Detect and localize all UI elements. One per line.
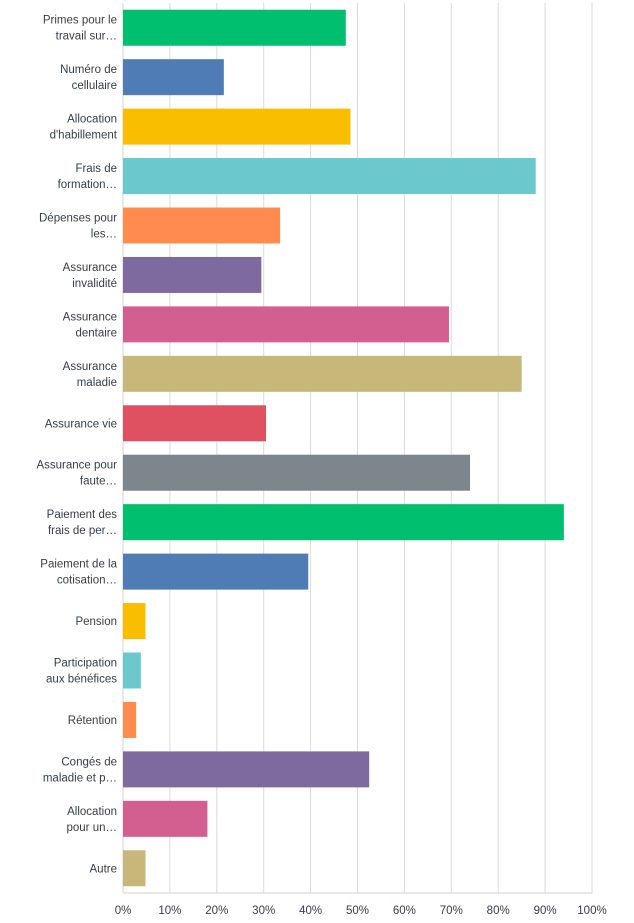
bar bbox=[123, 603, 146, 640]
category-label: Congés de maladie et p… bbox=[43, 756, 117, 784]
category-label: Pension bbox=[75, 616, 117, 628]
bar bbox=[123, 652, 141, 689]
category-label: Assurance invalidité bbox=[63, 262, 117, 290]
category-label: Frais de formation… bbox=[58, 163, 117, 191]
category-label: Primes pour le travail sur… bbox=[43, 15, 117, 43]
bar bbox=[123, 108, 351, 145]
category-label: Assurance vie bbox=[45, 418, 117, 430]
x-tick-label: 50% bbox=[346, 905, 369, 917]
bar bbox=[123, 405, 267, 442]
bar bbox=[123, 850, 146, 887]
x-tick-label: 30% bbox=[252, 905, 275, 917]
x-tick-label: 80% bbox=[487, 905, 510, 917]
category-label: Allocation pour un… bbox=[66, 806, 117, 834]
bar bbox=[123, 800, 208, 837]
bar bbox=[123, 454, 471, 491]
x-tick-label: 100% bbox=[577, 905, 606, 917]
x-tick-label: 20% bbox=[205, 905, 228, 917]
category-labels: Primes pour le travail sur… Numéro de cellu… bbox=[36, 15, 117, 876]
bar bbox=[123, 751, 370, 788]
category-label: Allocation d'habillement bbox=[50, 114, 118, 142]
category-label: Assurance pour faute… bbox=[36, 460, 117, 488]
bar bbox=[123, 701, 137, 738]
bar bbox=[123, 256, 262, 293]
category-label: Participation aux bénéfices bbox=[46, 658, 117, 686]
bars bbox=[123, 9, 564, 887]
bar bbox=[123, 9, 346, 46]
bar bbox=[123, 59, 224, 96]
bar bbox=[123, 504, 564, 541]
category-label: Rétention bbox=[68, 715, 117, 727]
category-label: Dépenses pour les… bbox=[39, 213, 117, 241]
bar bbox=[123, 207, 281, 244]
gridlines bbox=[122, 3, 593, 894]
category-label: Assurance maladie bbox=[63, 361, 117, 389]
x-tick-label: 40% bbox=[299, 905, 322, 917]
category-label: Paiement des frais de per… bbox=[47, 509, 118, 537]
x-tick-label: 90% bbox=[534, 905, 557, 917]
category-label: Numéro de cellulaire bbox=[60, 64, 117, 92]
x-tick-label: 0% bbox=[115, 905, 132, 917]
bar bbox=[123, 158, 536, 195]
x-axis-ticks: 0% 10% 20% 30% 40% 50% 60% 70% 80% 90% 100% bbox=[115, 905, 607, 917]
bar bbox=[123, 355, 522, 392]
x-tick-label: 10% bbox=[158, 905, 181, 917]
category-label: Paiement de la cotisation… bbox=[40, 559, 117, 587]
bar bbox=[123, 306, 449, 343]
x-tick-label: 70% bbox=[440, 905, 463, 917]
bar bbox=[123, 553, 309, 590]
category-label: Autre bbox=[90, 863, 118, 875]
category-label: Assurance dentaire bbox=[63, 311, 117, 339]
x-tick-label: 60% bbox=[393, 905, 416, 917]
